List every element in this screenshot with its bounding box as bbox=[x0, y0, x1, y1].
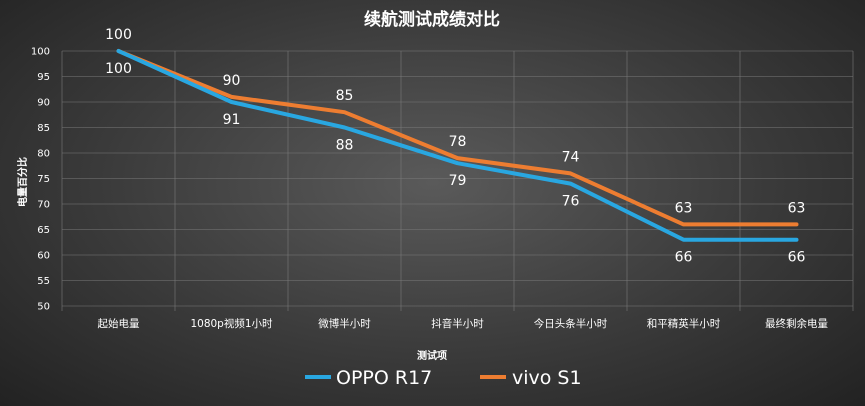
data-label-lower: 76 bbox=[562, 194, 580, 210]
y-tick-label: 55 bbox=[37, 276, 50, 287]
x-tick-label: 微博半小时 bbox=[318, 317, 371, 330]
y-axis-ticks: 50 55 60 65 70 75 80 85 90 95 100 bbox=[31, 47, 50, 313]
data-label-upper: 78 bbox=[449, 134, 467, 150]
data-label-lower: 66 bbox=[788, 250, 806, 266]
data-label-lower: 66 bbox=[675, 250, 693, 266]
data-label-upper: 100 bbox=[105, 27, 132, 43]
x-axis-categories: 起始电量 1080p视频1小时 微博半小时 抖音半小时 今日头条半小时 和平精英半小时 最终… bbox=[98, 317, 829, 330]
y-tick-label: 100 bbox=[31, 47, 50, 58]
x-tick-label: 1080p视频1小时 bbox=[190, 317, 273, 330]
x-tick-label: 起始电量 bbox=[98, 317, 140, 330]
x-axis-title: 测试项 bbox=[417, 349, 447, 362]
y-tick-label: 60 bbox=[37, 251, 50, 262]
data-label-upper: 63 bbox=[675, 200, 693, 216]
y-tick-label: 70 bbox=[37, 200, 50, 211]
data-label-lower: 88 bbox=[336, 138, 354, 154]
data-label-upper: 85 bbox=[336, 88, 354, 104]
data-label-lower: 91 bbox=[223, 112, 241, 128]
data-labels: 100 90 85 78 74 63 63 100 91 88 79 76 66 66 bbox=[105, 27, 805, 266]
legend-label-oppo-r17: OPPO R17 bbox=[336, 367, 432, 389]
x-tick-label: 抖音半小时 bbox=[431, 317, 484, 330]
chart-title: 续航测试成绩对比 bbox=[364, 9, 500, 30]
y-tick-label: 90 bbox=[37, 98, 50, 109]
x-tick-label: 今日头条半小时 bbox=[534, 317, 608, 330]
data-label-upper: 90 bbox=[223, 73, 241, 89]
x-tick-label: 最终剩余电量 bbox=[765, 317, 828, 330]
data-label-upper: 63 bbox=[788, 200, 806, 216]
line-chart: 续航测试成绩对比 50 55 60 65 70 75 80 85 90 95 100 起始电量 108… bbox=[0, 0, 865, 406]
data-label-lower: 79 bbox=[449, 173, 467, 189]
y-tick-label: 50 bbox=[37, 302, 50, 313]
y-tick-label: 65 bbox=[37, 225, 50, 236]
y-tick-label: 80 bbox=[37, 149, 50, 160]
x-tick-label: 和平精英半小时 bbox=[647, 317, 721, 330]
y-tick-label: 75 bbox=[37, 174, 50, 185]
data-label-upper: 74 bbox=[562, 149, 580, 165]
legend: OPPO R17 vivo S1 bbox=[305, 367, 582, 389]
legend-label-vivo-s1: vivo S1 bbox=[512, 367, 582, 389]
y-tick-label: 85 bbox=[37, 123, 50, 134]
y-tick-label: 95 bbox=[37, 72, 50, 83]
y-axis-title: 电量百分比 bbox=[16, 157, 29, 207]
data-label-lower: 100 bbox=[105, 61, 132, 77]
